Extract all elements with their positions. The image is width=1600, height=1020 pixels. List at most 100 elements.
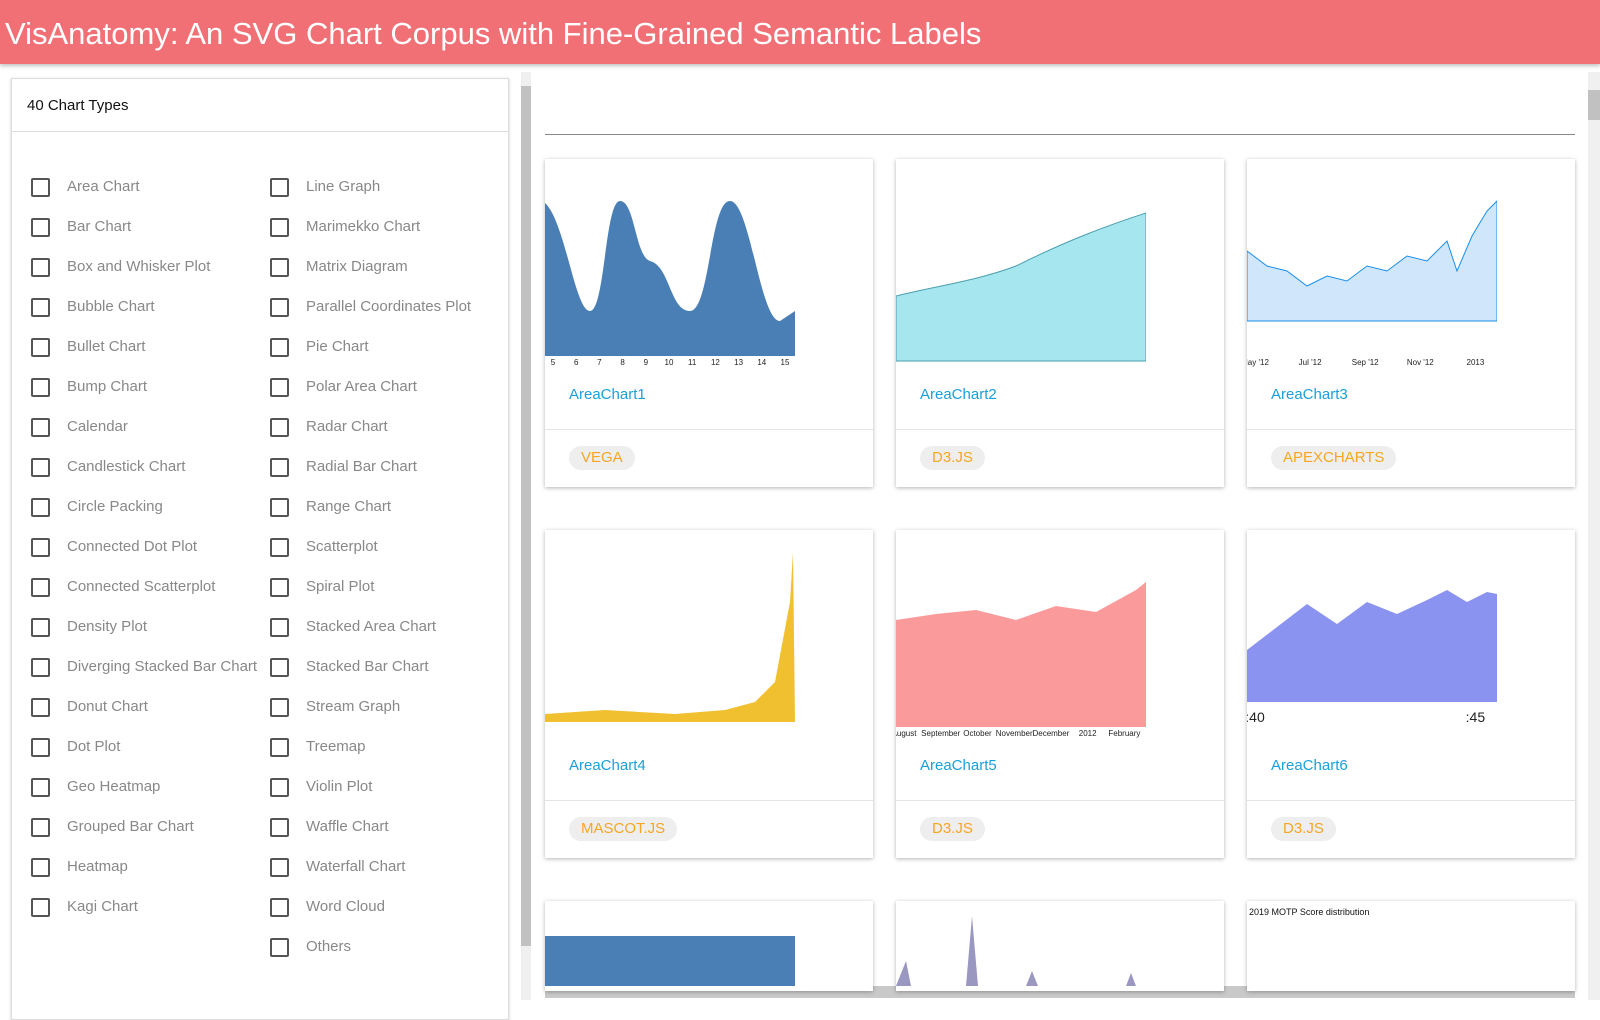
checkbox[interactable]: [31, 538, 50, 557]
checkbox-label[interactable]: Box and Whisker Plot: [67, 258, 211, 275]
checkbox[interactable]: [31, 418, 50, 437]
checkbox-label[interactable]: Matrix Diagram: [306, 258, 408, 275]
checkbox-label[interactable]: Geo Heatmap: [67, 778, 161, 795]
library-tag[interactable]: D3.JS: [920, 446, 985, 470]
checkbox[interactable]: [270, 458, 289, 477]
checkbox-label[interactable]: Connected Scatterplot: [67, 578, 216, 595]
checkbox[interactable]: [270, 178, 289, 197]
checkbox[interactable]: [270, 818, 289, 837]
card[interactable]: 5 6 7 8 9 10 11 12 13 14 15 AreaChart1 VEGA: [545, 159, 873, 487]
checkbox[interactable]: [31, 658, 50, 677]
checkbox[interactable]: [270, 218, 289, 237]
checkbox-label[interactable]: Bullet Chart: [67, 338, 146, 355]
checkbox[interactable]: [270, 498, 289, 517]
checkbox[interactable]: [270, 578, 289, 597]
checkbox-label[interactable]: Area Chart: [67, 178, 140, 195]
card[interactable]: :40:45 AreaChart6 D3.JS: [1247, 530, 1575, 858]
checkbox[interactable]: [31, 618, 50, 637]
checkbox[interactable]: [270, 698, 289, 717]
checkbox[interactable]: [270, 298, 289, 317]
checkbox[interactable]: [31, 698, 50, 717]
checkbox[interactable]: [31, 578, 50, 597]
checkbox[interactable]: [270, 938, 289, 957]
card-title[interactable]: AreaChart3: [1271, 386, 1348, 403]
library-tag[interactable]: D3.JS: [920, 817, 985, 841]
card[interactable]: 2019 MOTP Score distribution: [1247, 901, 1575, 991]
checkbox[interactable]: [31, 338, 50, 357]
checkbox[interactable]: [31, 378, 50, 397]
checkbox[interactable]: [270, 858, 289, 877]
card-title[interactable]: AreaChart6: [1271, 757, 1348, 774]
checkbox-label[interactable]: Word Cloud: [306, 898, 385, 915]
checkbox-label[interactable]: Line Graph: [306, 178, 381, 195]
library-tag[interactable]: APEXCHARTS: [1271, 446, 1397, 470]
checkbox[interactable]: [31, 778, 50, 797]
checkbox[interactable]: [270, 418, 289, 437]
card-title[interactable]: AreaChart4: [569, 757, 646, 774]
scroll-thumb[interactable]: [1588, 90, 1600, 120]
checkbox-label[interactable]: Stream Graph: [306, 698, 401, 715]
checkbox[interactable]: [270, 378, 289, 397]
checkbox[interactable]: [31, 458, 50, 477]
checkbox-label[interactable]: Pie Chart: [306, 338, 369, 355]
checkbox-label[interactable]: Dot Plot: [67, 738, 121, 755]
checkbox[interactable]: [31, 818, 50, 837]
checkbox-label[interactable]: Bump Chart: [67, 378, 148, 395]
checkbox-label[interactable]: Range Chart: [306, 498, 392, 515]
checkbox[interactable]: [31, 738, 50, 757]
checkbox[interactable]: [270, 898, 289, 917]
checkbox-label[interactable]: Diverging Stacked Bar Chart: [67, 658, 258, 675]
checkbox-label[interactable]: Donut Chart: [67, 698, 148, 715]
checkbox-label[interactable]: Candlestick Chart: [67, 458, 186, 475]
checkbox-label[interactable]: Bubble Chart: [67, 298, 155, 315]
checkbox-label[interactable]: Grouped Bar Chart: [67, 818, 194, 835]
checkbox[interactable]: [31, 898, 50, 917]
checkbox[interactable]: [31, 498, 50, 517]
checkbox-label[interactable]: Stacked Area Chart: [306, 618, 437, 635]
card[interactable]: [896, 901, 1224, 991]
checkbox-label[interactable]: Waffle Chart: [306, 818, 389, 835]
checkbox[interactable]: [31, 178, 50, 197]
checkbox[interactable]: [270, 538, 289, 557]
library-tag[interactable]: VEGA: [569, 446, 635, 470]
checkbox-label[interactable]: Radar Chart: [306, 418, 388, 435]
checkbox-label[interactable]: Circle Packing: [67, 498, 163, 515]
checkbox-label[interactable]: Density Plot: [67, 618, 148, 635]
checkbox-label[interactable]: Heatmap: [67, 858, 128, 875]
checkbox-label[interactable]: Others: [306, 938, 352, 955]
checkbox[interactable]: [270, 618, 289, 637]
checkbox[interactable]: [270, 658, 289, 677]
checkbox-label[interactable]: Connected Dot Plot: [67, 538, 198, 555]
scroll-thumb[interactable]: [521, 86, 531, 946]
checkbox[interactable]: [270, 338, 289, 357]
checkbox-label[interactable]: Spiral Plot: [306, 578, 375, 595]
checkbox-label[interactable]: Radial Bar Chart: [306, 458, 417, 475]
checkbox-label[interactable]: Polar Area Chart: [306, 378, 417, 395]
card-title[interactable]: AreaChart2: [920, 386, 997, 403]
checkbox-label[interactable]: Scatterplot: [306, 538, 378, 555]
checkbox[interactable]: [31, 258, 50, 277]
card[interactable]: AreaChart4 MASCOT.JS: [545, 530, 873, 858]
checkbox[interactable]: [270, 258, 289, 277]
checkbox-label[interactable]: Violin Plot: [306, 778, 373, 795]
checkbox-label[interactable]: Bar Chart: [67, 218, 132, 235]
library-tag[interactable]: D3.JS: [1271, 817, 1336, 841]
checkbox-label[interactable]: Kagi Chart: [67, 898, 138, 915]
card[interactable]: May '12 Jul '12 Sep '12 Nov '12 2013 AreaChar…: [1247, 159, 1575, 487]
checkbox-label[interactable]: Treemap: [306, 738, 366, 755]
checkbox[interactable]: [31, 218, 50, 237]
checkbox-label[interactable]: Parallel Coordinates Plot: [306, 298, 472, 315]
checkbox-label[interactable]: Waterfall Chart: [306, 858, 406, 875]
checkbox[interactable]: [31, 858, 50, 877]
checkbox[interactable]: [270, 738, 289, 757]
checkbox[interactable]: [270, 778, 289, 797]
checkbox[interactable]: [31, 298, 50, 317]
checkbox-label[interactable]: Marimekko Chart: [306, 218, 421, 235]
card[interactable]: AreaChart2 D3.JS: [896, 159, 1224, 487]
library-tag[interactable]: MASCOT.JS: [569, 817, 678, 841]
checkbox-label[interactable]: Stacked Bar Chart: [306, 658, 429, 675]
card-title[interactable]: AreaChart5: [920, 757, 997, 774]
card-title[interactable]: AreaChart1: [569, 386, 646, 403]
card[interactable]: [545, 901, 873, 991]
